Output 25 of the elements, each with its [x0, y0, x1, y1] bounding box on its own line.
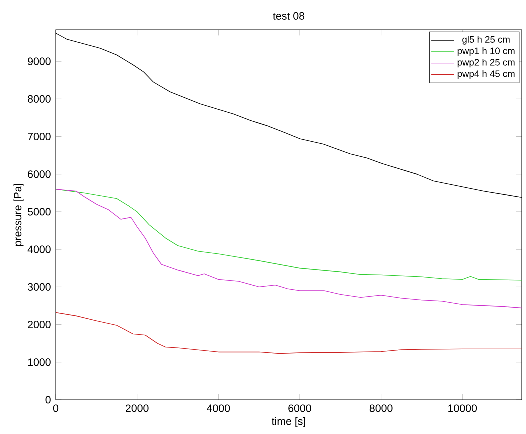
line-series	[56, 189, 522, 309]
x-tick-label: 8000	[370, 404, 393, 412]
x-tick-label: 2000	[126, 404, 149, 412]
chart-title: test 08	[273, 12, 305, 20]
x-tick-label: 4000	[207, 404, 230, 412]
x-tick-label: 0	[53, 404, 59, 412]
y-tick-label: 3000	[28, 283, 51, 291]
y-tick-label: 8000	[28, 95, 51, 103]
y-tick-label: 4000	[28, 246, 51, 254]
x-tick-label: 10000	[448, 404, 478, 412]
legend-label: pwp4 h 45 cm	[458, 70, 515, 80]
y-tick-label: 1000	[28, 358, 51, 366]
y-tick-label: 9000	[28, 58, 51, 66]
y-tick-label: 7000	[28, 133, 51, 141]
y-tick-label: 5000	[28, 208, 51, 216]
y-tick-label: 0	[46, 396, 51, 404]
x-axis-title: time [s]	[272, 417, 306, 428]
y-tick-label: 6000	[28, 170, 51, 178]
line-series	[56, 312, 522, 354]
legend-label: gl5 h 25 cm	[462, 36, 510, 45]
x-tick-label: 6000	[288, 404, 312, 412]
y-tick-label: 2000	[28, 321, 51, 329]
legend-label: pwp1 h 10 cm	[458, 48, 515, 56]
legend-label: pwp2 h 25 cm	[458, 58, 515, 68]
y-axis-title: pressure [Pa]	[14, 184, 24, 246]
